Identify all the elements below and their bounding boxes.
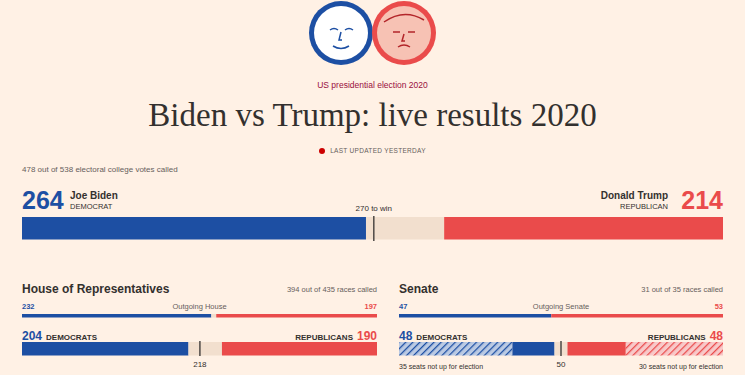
html-text:197: 197 [364, 302, 377, 311]
svg-text:50: 50 [557, 360, 566, 369]
html-text:REPUBLICANS 48: REPUBLICANS 48 [647, 329, 723, 343]
html-text:REPUBLICANS 190: REPUBLICANS 190 [295, 329, 377, 343]
html-text:Donald Trump: Donald Trump [600, 190, 668, 201]
html-text:US presidential election 2020: US presidential election 2020 [317, 80, 428, 90]
html-text:48 DEMOCRATS: 48 DEMOCRATS [399, 329, 468, 343]
html-text:47: 47 [399, 302, 408, 311]
html-text:30 seats not up for election: 30 seats not up for election [638, 363, 723, 370]
html-text:204 DEMOCRATS: 204 DEMOCRATS [22, 329, 97, 343]
html-text:35 seats not up for election: 35 seats not up for election [399, 363, 484, 370]
html-text:232: 232 [22, 302, 35, 311]
html-text:Outgoing House: Outgoing House [172, 302, 227, 311]
html-text:Joe Biden: Joe Biden [70, 190, 118, 201]
svg-text:270 to win: 270 to win [356, 204, 392, 213]
html-text:31 out of 35 races called: 31 out of 35 races called [641, 285, 723, 294]
html-text:214: 214 [681, 186, 723, 214]
html-text:REPUBLICAN: REPUBLICAN [620, 202, 668, 211]
html-text:House of Representatives: House of Representatives [22, 282, 170, 296]
html-text:53: 53 [714, 302, 723, 311]
html-text:Biden vs Trump: live results 2: Biden vs Trump: live results 2020 [148, 97, 597, 133]
html-text:394 out of 435 races called: 394 out of 435 races called [286, 285, 377, 294]
html-text:LAST UPDATED YESTERDAY: LAST UPDATED YESTERDAY [330, 147, 426, 154]
html-text:Senate: Senate [399, 282, 439, 296]
html-text:478 out of 538 electoral colle: 478 out of 538 electoral college votes c… [22, 165, 178, 174]
html-text:DEMOCRAT: DEMOCRAT [70, 202, 113, 211]
svg-text:218: 218 [193, 360, 207, 369]
html-text:Outgoing Senate: Outgoing Senate [532, 302, 590, 311]
html-text:264: 264 [22, 186, 64, 214]
